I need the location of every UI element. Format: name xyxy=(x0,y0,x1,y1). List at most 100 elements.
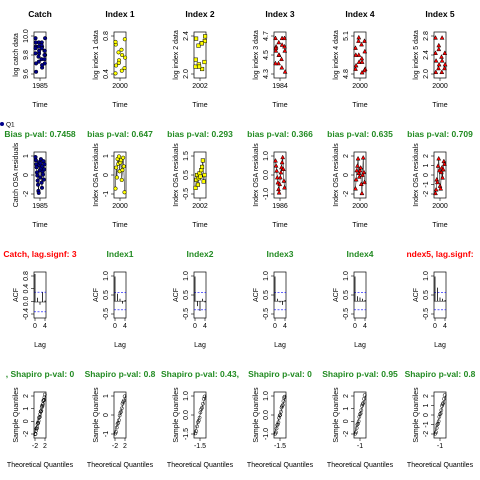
y-axis-label: log index 4 data xyxy=(333,30,340,80)
y-tick-label: -2 xyxy=(23,191,30,197)
x-axis-label: Time xyxy=(352,102,367,109)
data-point xyxy=(353,45,358,50)
residual-point xyxy=(358,164,364,170)
qq-point xyxy=(439,408,444,412)
data-point xyxy=(279,42,285,47)
residual-point xyxy=(35,178,40,183)
data-point xyxy=(196,43,201,48)
residual-point xyxy=(438,169,444,175)
y-tick-label: 1 xyxy=(103,154,110,158)
y-tick-label: 2 xyxy=(423,154,430,158)
residual-point xyxy=(280,154,286,160)
y-tick-label: 1.5 xyxy=(183,151,190,161)
y-tick-label: 1.0 xyxy=(183,271,190,281)
y-tick-label: 1.0 xyxy=(423,271,430,281)
qq-point xyxy=(279,409,283,414)
residual-point xyxy=(274,174,280,180)
acf-plot-area xyxy=(273,271,287,319)
data-point xyxy=(276,39,282,45)
x-tick-label: 2 xyxy=(123,443,127,450)
y-tick-label: 0.8 xyxy=(103,31,110,41)
qq-point xyxy=(436,421,440,426)
data-point xyxy=(356,52,362,57)
x-axis-label: Theoretical Quantiles xyxy=(167,462,234,469)
y-axis-label: Sample Quantiles xyxy=(173,387,180,443)
qq-point xyxy=(114,430,118,434)
data-point xyxy=(362,38,367,43)
data-point xyxy=(362,67,367,73)
qq-point xyxy=(194,429,199,434)
residual-point xyxy=(39,185,45,190)
panel-title: Index 1 xyxy=(105,9,135,19)
y-tick-label: 2 xyxy=(23,394,30,398)
qq-point xyxy=(282,394,287,399)
qq-plot-area xyxy=(33,391,47,439)
residual-point xyxy=(360,154,366,160)
x-tick-label: 1984 xyxy=(272,83,288,90)
qq-reference-line xyxy=(273,393,287,437)
residual-point xyxy=(274,168,280,173)
qq-point xyxy=(122,394,127,399)
residual-point xyxy=(193,185,198,190)
residual-point xyxy=(199,164,205,169)
data-point xyxy=(439,35,445,40)
y-tick-label: -1.0 xyxy=(263,428,270,440)
data-point xyxy=(123,55,128,60)
qq-point xyxy=(441,401,446,405)
data-point xyxy=(116,50,121,55)
residual-point xyxy=(273,163,279,168)
qq-point xyxy=(437,414,442,419)
y-tick-label: 2.4 xyxy=(183,31,190,41)
qq-point xyxy=(37,415,41,420)
y-tick-label: 1 xyxy=(23,154,30,158)
qq-point xyxy=(282,395,286,400)
y-axis-label: log catch data xyxy=(13,33,20,77)
data-point xyxy=(113,71,118,76)
panel-title: Catch, lag.signf: 3 xyxy=(3,249,76,259)
data-point xyxy=(37,48,42,53)
x-tick-label: 4 xyxy=(203,323,207,330)
y-tick-label: 5.1 xyxy=(343,31,350,41)
qq-point xyxy=(116,420,121,425)
y-tick-label: -1 xyxy=(103,431,110,437)
y-tick-label: 2.8 xyxy=(423,31,430,41)
x-tick-label: 2002 xyxy=(192,83,208,90)
data-point xyxy=(439,54,444,59)
x-tick-label: 2000 xyxy=(352,83,368,90)
data-point xyxy=(36,54,41,59)
residual-point xyxy=(39,180,44,185)
qq-point xyxy=(37,415,42,419)
x-axis-label: Theoretical Quantiles xyxy=(327,462,394,469)
y-tick-label: 0 xyxy=(23,419,30,423)
y-tick-label: 0.0 xyxy=(263,410,270,420)
y-tick-label: -1 xyxy=(423,181,430,187)
y-tick-label: -0.5 xyxy=(263,308,270,320)
data-point xyxy=(433,69,439,75)
data-point xyxy=(356,34,362,40)
y-tick-label: -2 xyxy=(423,191,430,197)
qq-point xyxy=(359,408,364,412)
qq-point xyxy=(33,432,38,437)
y-tick-label: 2 xyxy=(343,394,350,398)
data-point xyxy=(43,36,48,41)
y-axis-label: ACF xyxy=(93,288,100,302)
residual-point xyxy=(359,190,365,196)
residual-point xyxy=(35,182,41,187)
data-point xyxy=(194,36,199,41)
residual-point xyxy=(277,181,283,187)
y-tick-label: 0.0 xyxy=(263,170,270,180)
y-axis-label: ACF xyxy=(13,288,20,302)
x-tick-label: 2002 xyxy=(192,203,208,210)
y-tick-label: 0.5 xyxy=(103,290,110,300)
x-tick-label: 2000 xyxy=(112,83,128,90)
qq-point xyxy=(362,393,367,398)
y-tick-label: 0.5 xyxy=(183,290,190,300)
qq-point xyxy=(119,409,123,414)
residual-point xyxy=(355,163,360,168)
residual-point xyxy=(195,182,201,187)
residual-point xyxy=(433,186,439,192)
data-point xyxy=(122,37,127,42)
panel-title: Bias p-val: 0.7458 xyxy=(4,129,76,139)
data-point xyxy=(42,52,47,58)
